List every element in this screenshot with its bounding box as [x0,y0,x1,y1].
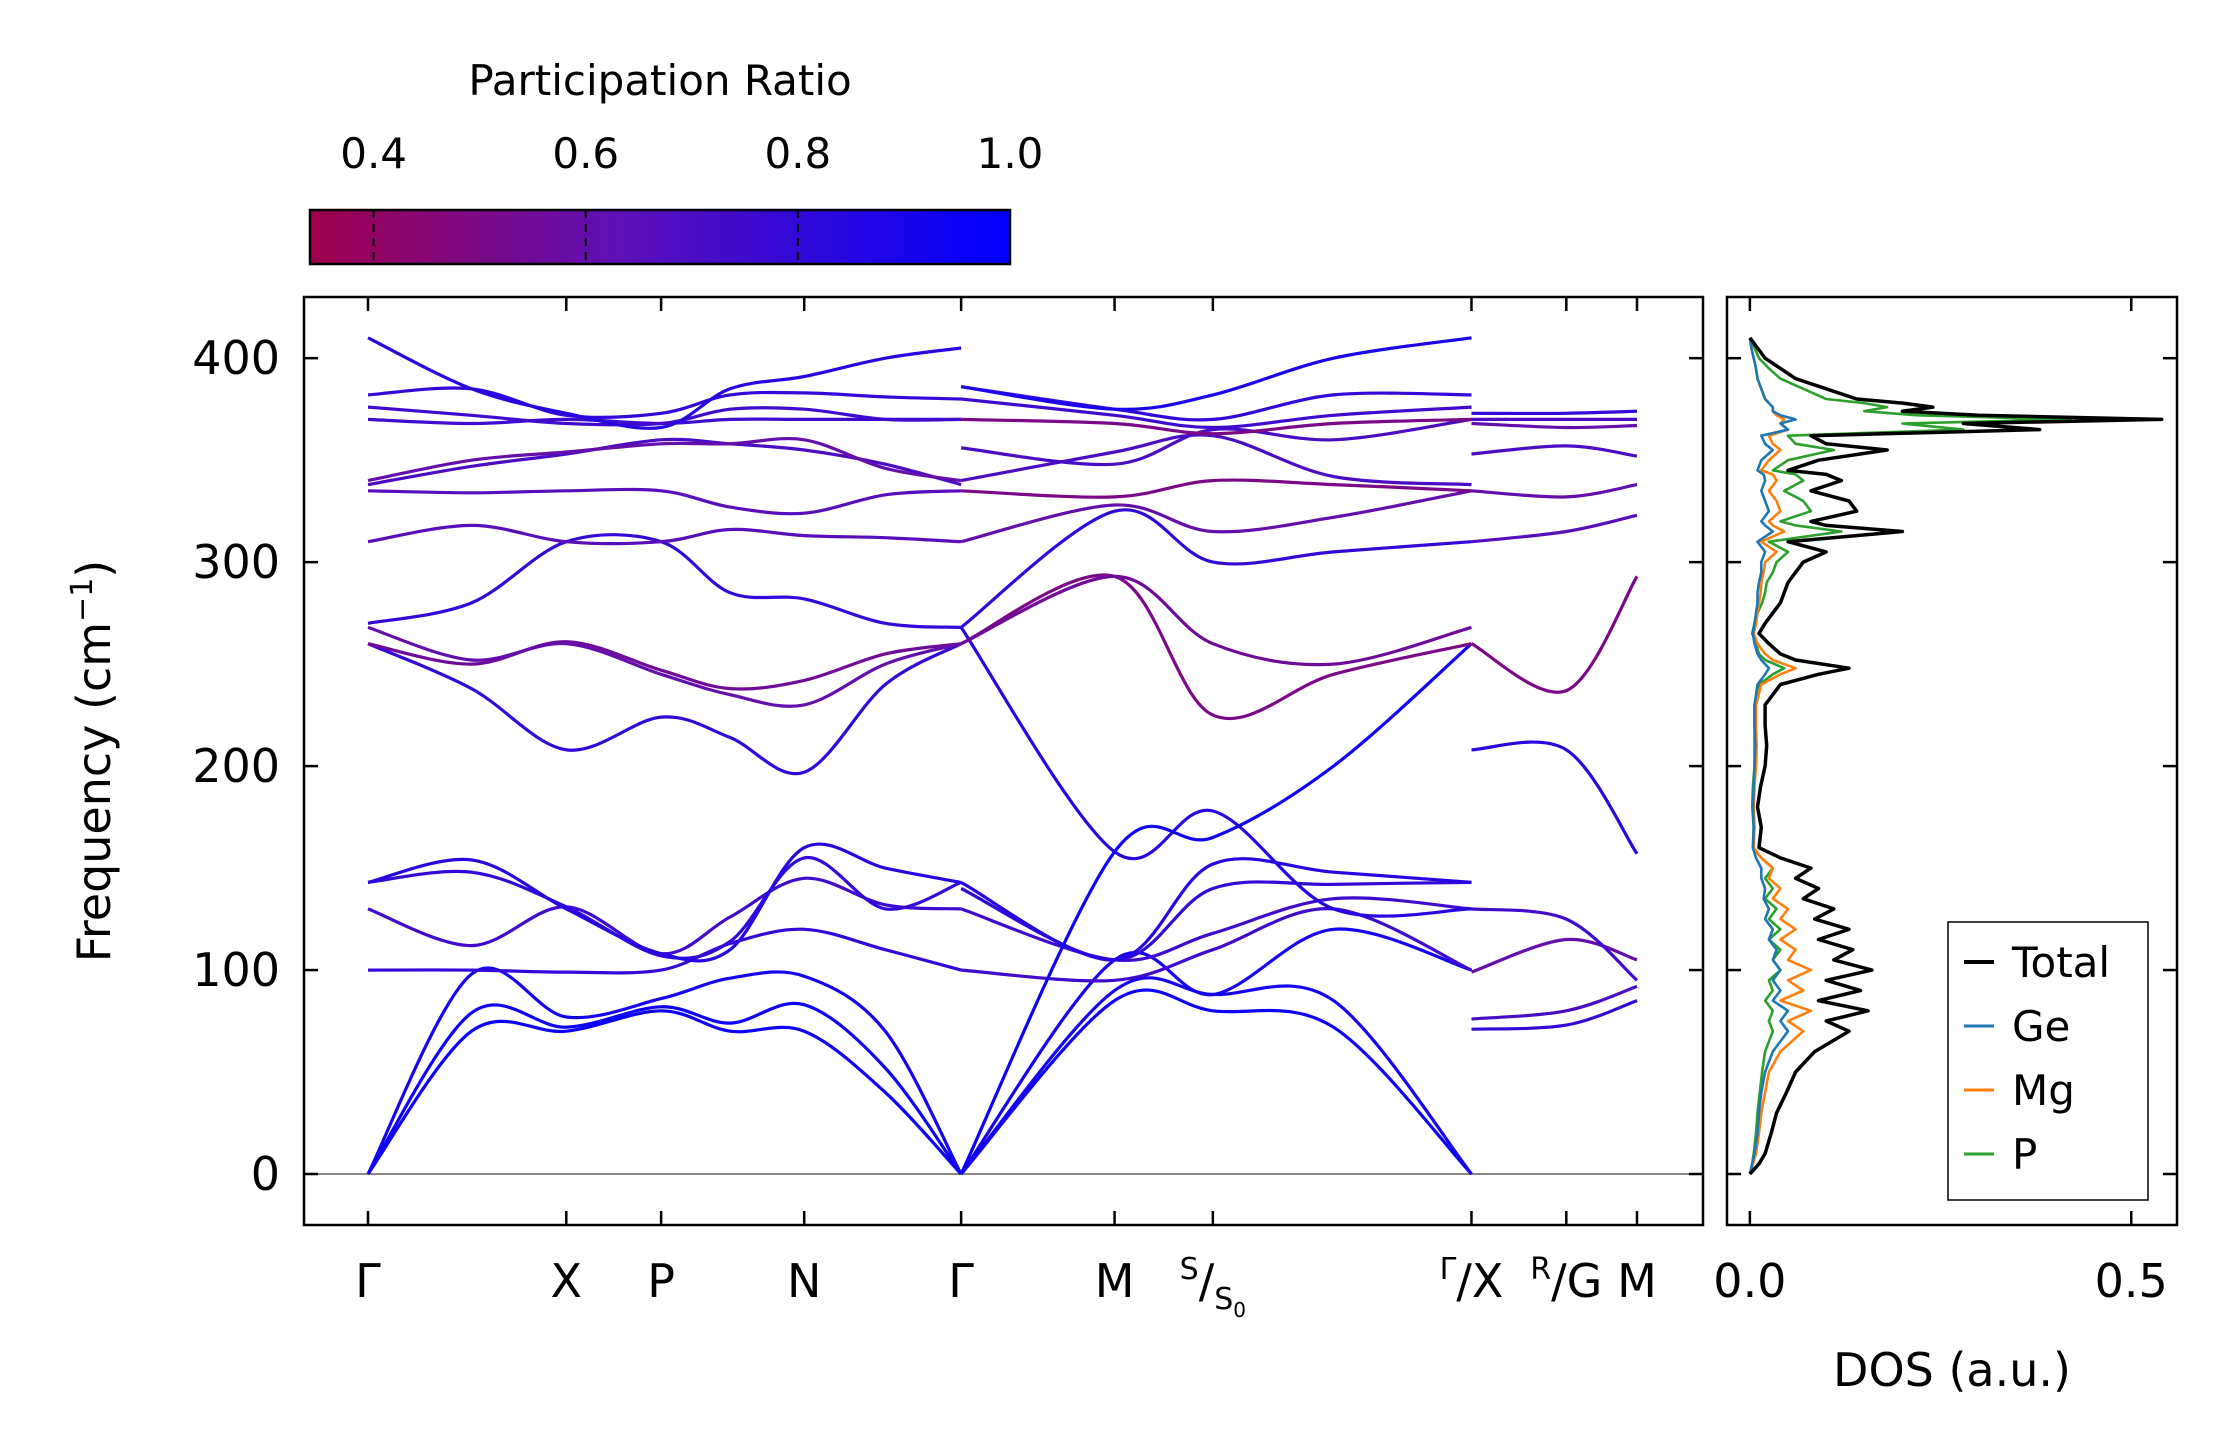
dispersion-branch [960,489,1472,544]
dos-x-tick-label: 0.5 [2095,1254,2168,1308]
dispersion-branch [959,642,1473,1175]
dos-frame [1725,295,2179,1227]
dos-line-ge [1748,337,1797,1175]
legend-label: Ge [2012,1002,2070,1051]
dispersion-branch [961,478,1472,499]
dispersion-panel: 0 100 200 300 400 Γ X P N Γ M S/S0 Γ/X R/G M Frequency… [65,295,1705,1322]
colorbar: Participation Ratio 0.4 0.6 0.8 1.0 [308,56,1044,266]
dispersion-branch [961,417,1472,436]
dispersion-branch [367,336,962,430]
dispersion-branch [960,574,1472,667]
dispersion-branch [960,508,1472,629]
dispersion-branch [959,976,1473,1176]
dispersion-branch [960,397,1472,430]
dos-legend: Total Ge Mg P [1947,921,2149,1201]
frequency-axis-label: Frequency (cm−1) [65,560,121,963]
high-symmetry-label: Γ [948,1254,974,1308]
y-tick-label: 200 [192,739,280,793]
dispersion-branch [367,642,962,776]
dispersion-branch [367,523,962,546]
dispersion-branch [367,625,962,708]
dispersion-branch [960,857,1472,962]
high-symmetry-label: N [787,1254,821,1308]
dos-panel: 0.0 0.5 DOS (a.u.) Total Ge Mg P [1713,295,2179,1397]
colorbar-tick-label: 0.4 [340,129,407,178]
high-symmetry-label: P [647,1254,675,1308]
legend-label: P [2012,1130,2037,1179]
dispersion-branch [367,927,962,975]
dispersion-frame [302,295,1705,1227]
dispersion-branch [959,988,1473,1176]
colorbar-tick-label: 0.8 [764,129,831,178]
colorbar-title: Participation Ratio [468,56,851,105]
dispersion-branch [367,856,962,960]
legend-label: Mg [2012,1066,2075,1115]
dos-x-tick-label: 0.0 [1713,1254,1786,1308]
dispersion-branch [959,927,1472,1175]
high-symmetry-label: Γ/X [1440,1252,1504,1308]
high-symmetry-label: M [1095,1254,1135,1308]
dos-axis-label: DOS (a.u.) [1833,1343,2071,1397]
dispersion-branch [1471,740,1639,855]
dispersion-branch [1470,937,1638,974]
dispersion-branch [1471,999,1638,1031]
dispersion-branch [366,1009,963,1176]
dispersion-branch [367,533,962,629]
dispersion-branch [960,907,1473,983]
y-tick-label: 100 [192,943,280,997]
dispersion-branch [366,1001,963,1175]
dispersion-branch [367,436,962,483]
dispersion-branch [960,573,1472,721]
high-symmetry-label: Γ [355,1254,381,1308]
dispersion-branch [1471,513,1638,544]
dispersion-branch [959,626,1472,918]
dispersion-branch [960,417,1472,467]
dispersion-branch [367,640,962,691]
legend-label: Total [2011,938,2110,987]
dispersion-branch [1471,409,1638,416]
dispersion-branch [960,385,1472,422]
dispersion-branch [1470,575,1639,694]
y-tick-label: 400 [192,331,280,385]
y-tick-label: 300 [192,535,280,589]
dispersion-branch [367,842,962,963]
dispersion-branch [367,876,962,956]
colorbar-tick-label: 1.0 [977,129,1044,178]
high-symmetry-label: S/S0 [1180,1252,1246,1322]
dispersion-branch [1471,483,1638,499]
colorbar-gradient [308,208,1012,266]
colorbar-tick-label: 0.6 [552,129,619,178]
dispersion-branch [1471,907,1639,982]
dispersion-branch [1471,421,1638,430]
dispersion-branch [366,966,963,1175]
high-symmetry-label: M [1617,1254,1657,1308]
high-symmetry-label: R/G [1530,1252,1602,1308]
dispersion-branch [960,336,1472,411]
dispersion-branch [1471,444,1638,458]
high-symmetry-label: X [551,1254,583,1308]
dos-line-total [1748,336,2164,1176]
dispersion-branch [367,487,962,516]
dispersion-branch [367,437,962,487]
dispersion-branch [960,896,1472,963]
y-tick-label: 0 [251,1147,280,1201]
dispersion-branch [1471,984,1638,1021]
